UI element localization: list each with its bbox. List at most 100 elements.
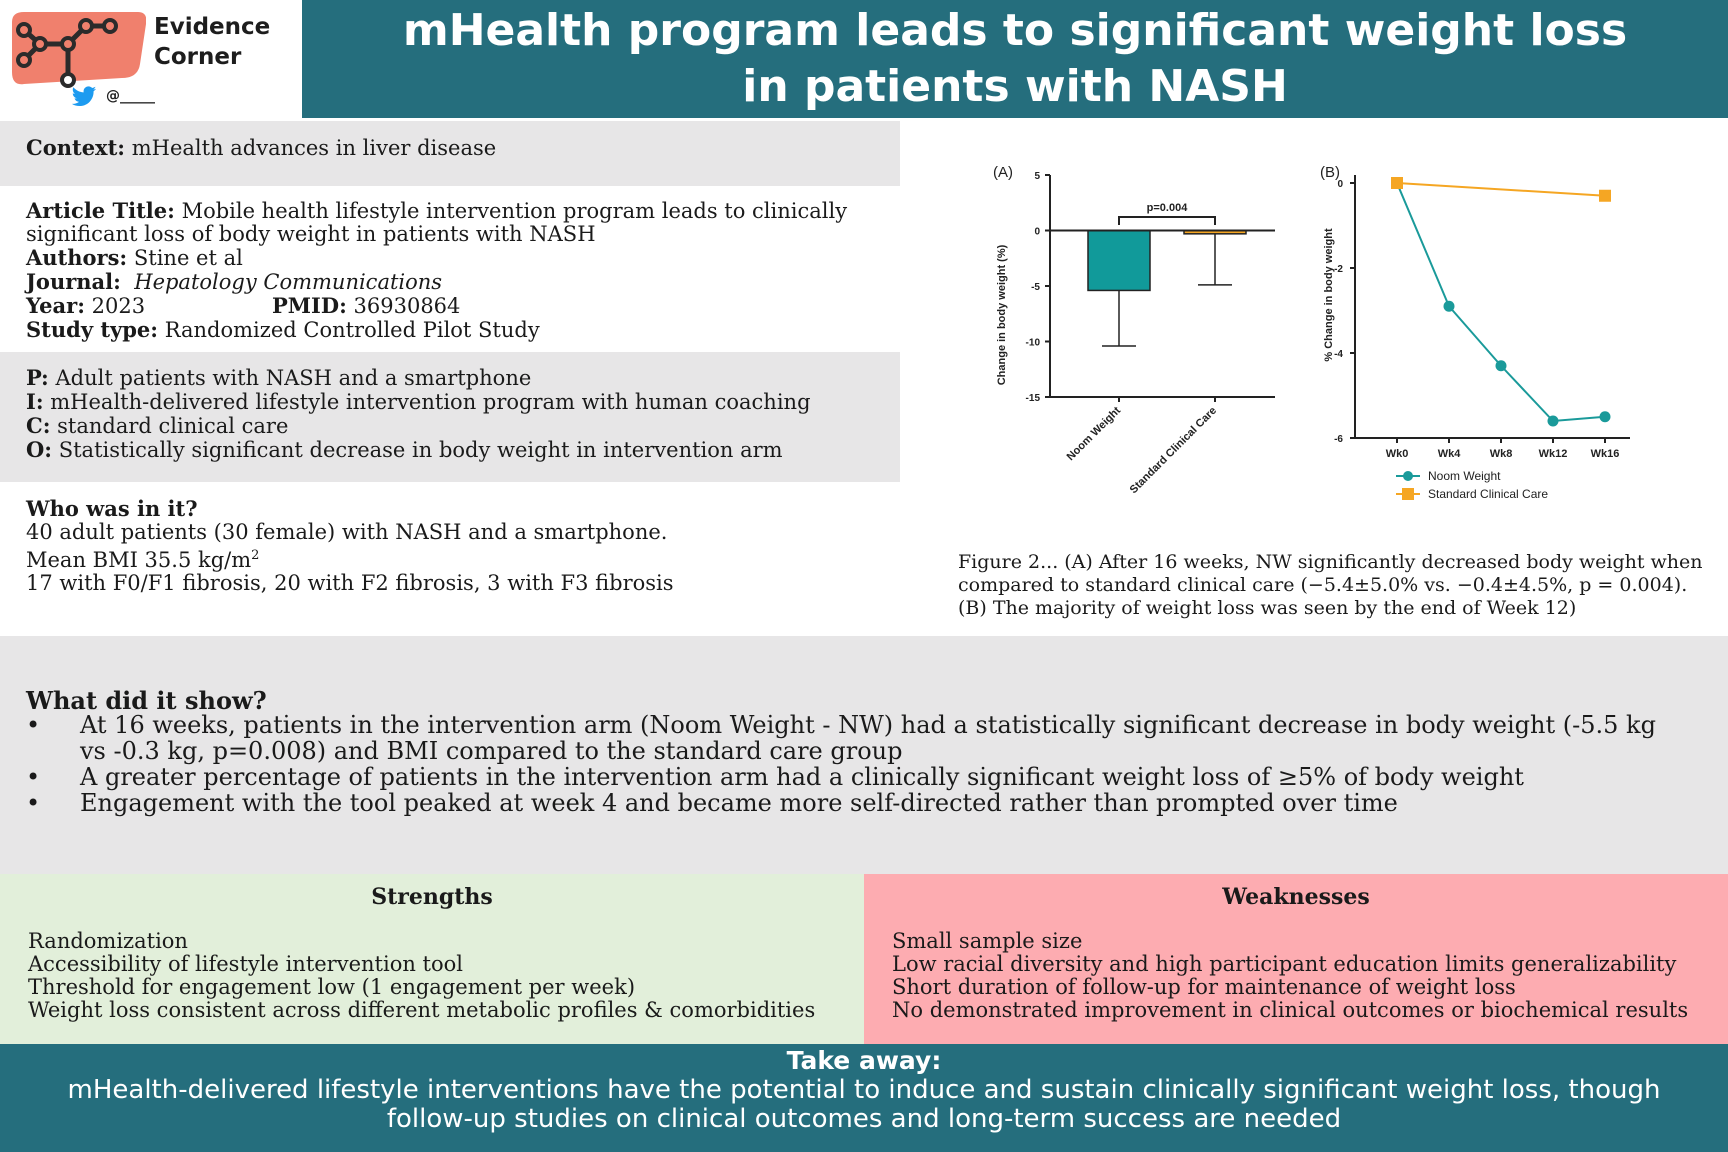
who-line-2-superscript: 2 [251, 548, 260, 563]
y-tick-label: 0 [1034, 227, 1040, 238]
article-title-value: Mobile health lifestyle intervention pro… [26, 199, 848, 246]
legend-label: Noom Weight [1428, 469, 1501, 483]
takeaway-band [0, 1044, 1728, 1152]
strengths-heading: Strengths [371, 884, 493, 910]
results-bullet-text: A greater percentage of patients in the … [80, 763, 1524, 791]
pico-i-value: mHealth-delivered lifestyle intervention… [50, 390, 811, 414]
bullet-icon: • [26, 711, 41, 739]
y-tick-label: -4 [1334, 349, 1343, 360]
context-value: mHealth advances in liver disease [131, 136, 497, 160]
results-band [0, 636, 1728, 874]
data-point [1547, 415, 1559, 427]
context-band [0, 121, 900, 186]
strengths-list: Randomization Accessibility of lifestyle… [28, 930, 858, 1022]
pmid-label: PMID: [272, 293, 347, 318]
title-line-2: in patients with NASH [742, 61, 1288, 112]
results-bullet: • At 16 weeks, patients in the intervent… [26, 712, 1686, 764]
strength-item: Randomization [28, 929, 188, 953]
y-tick-label: -15 [1026, 393, 1041, 404]
chart-a-plot: 5 0 -5 -10 -15 Noom Weight Standard Clinical C… [1026, 171, 1275, 496]
chart-a-panel-label: (A) [993, 164, 1013, 181]
pico-o-label: O: [26, 437, 53, 462]
y-tick-label: -6 [1334, 434, 1343, 445]
year-value: 2023 [91, 294, 146, 318]
x-tick-label: Wk16 [1591, 448, 1620, 460]
results-bullet-text: At 16 weeks, patients in the interventio… [80, 711, 1656, 765]
results-bullet: • Engagement with the tool peaked at wee… [26, 790, 1686, 816]
weaknesses-heading: Weaknesses [1222, 884, 1370, 910]
x-tick-label: Wk12 [1539, 448, 1568, 460]
legend-marker [1402, 488, 1414, 500]
strengths-panel [0, 874, 864, 1044]
legend-label: Standard Clinical Care [1428, 487, 1548, 501]
series-line [1396, 182, 1606, 197]
significance-label: p=0.004 [1147, 202, 1189, 214]
pico-p-value: Adult patients with NASH and a smartphon… [55, 366, 532, 390]
y-tick-label: 0 [1337, 179, 1343, 190]
journal-value: Hepatology Communications [134, 270, 443, 294]
pico-i-label: I: [26, 389, 44, 414]
results-heading: What did it show? [26, 686, 267, 715]
evidence-corner-logo-icon [12, 12, 146, 88]
y-tick-label: -2 [1334, 264, 1343, 275]
authors-value: Stine et al [133, 246, 243, 270]
study-type-value: Randomized Controlled Pilot Study [164, 318, 540, 342]
x-tick-label: Noom Weight [1065, 404, 1124, 463]
context-line: Context: mHealth advances in liver disea… [26, 136, 496, 160]
page-title: mHealth program leads to significant wei… [302, 0, 1728, 118]
logo-line-1: Evidence [154, 14, 271, 40]
logo-line-2: Corner [154, 44, 242, 70]
legend-marker [1403, 471, 1413, 481]
chart-b-ylabel: % Change in body weight [1323, 228, 1335, 362]
who-line-1: 40 adult patients (30 female) with NASH … [26, 520, 668, 544]
chart-b-panel-label: (B) [1320, 164, 1340, 181]
logo-wordmark: Evidence Corner [154, 12, 294, 72]
year-label: Year: [26, 293, 85, 318]
twitter-handle[interactable]: @_____ [106, 88, 155, 104]
y-tick-label: -5 [1031, 282, 1040, 293]
data-point [1599, 411, 1611, 423]
who-line-2: Mean BMI 35.5 kg/m [26, 548, 252, 572]
weakness-item: Small sample size [892, 929, 1083, 953]
authors-label: Authors: [26, 245, 128, 270]
pico-band [0, 352, 900, 482]
who-heading: Who was in it? [26, 496, 198, 521]
pico-p-label: P: [26, 365, 49, 390]
bullet-icon: • [26, 789, 41, 817]
data-point [1443, 300, 1455, 312]
results-bullet-text: Engagement with the tool peaked at week … [80, 789, 1398, 817]
weakness-item: No demonstrated improvement in clinical … [892, 998, 1689, 1022]
logo-area [0, 0, 302, 118]
study-type-label: Study type: [26, 317, 159, 342]
x-tick-label: Wk0 [1386, 448, 1409, 460]
chart-a-ylabel: Change in body weight (%) [996, 244, 1008, 385]
x-tick-label: Wk4 [1438, 448, 1462, 460]
bar [1087, 229, 1151, 292]
twitter-bird-icon [71, 86, 97, 107]
who-section: Who was in it? 40 adult patients (30 fem… [26, 497, 886, 595]
article-info: Article Title: Mobile health lifestyle i… [26, 199, 886, 342]
figure-caption: Figure 2... (A) After 16 weeks, NW signi… [958, 551, 1703, 619]
series-line [1396, 182, 1606, 423]
strength-item: Accessibility of lifestyle intervention … [28, 952, 463, 976]
x-tick-label: Standard Clinical Care [1128, 405, 1219, 496]
weakness-item: Low racial diversity and high participan… [892, 952, 1677, 976]
strength-item: Weight loss consistent across different … [28, 998, 816, 1022]
y-tick-label: 5 [1034, 171, 1040, 182]
chart-b-plot: 0 -2 -4 -6 Wk0 Wk4 Wk8 Wk12 Wk16 Noom Weight Stand… [1334, 175, 1630, 501]
data-point [1495, 360, 1507, 372]
pico-o-value: Statistically significant decrease in bo… [58, 438, 783, 462]
weaknesses-panel [864, 874, 1728, 1044]
takeaway-heading: Take away: [786, 1046, 942, 1075]
pmid-value: 36930864 [353, 294, 461, 318]
pico-c-label: C: [26, 413, 51, 438]
article-title-label: Article Title: [26, 198, 175, 223]
data-point [1599, 189, 1611, 202]
takeaway-text: mHealth-delivered lifestyle intervention… [67, 1075, 1661, 1134]
pico-list: P: Adult patients with NASH and a smartp… [26, 366, 896, 462]
weakness-item: Short duration of follow-up for maintena… [892, 975, 1516, 999]
chart-a: (A) Change in body weight (%) 5 0 -5 -10 -15… [993, 164, 1275, 496]
context-label: Context: [26, 135, 126, 160]
y-tick-label: -10 [1026, 338, 1041, 349]
x-tick-label: Wk8 [1490, 448, 1513, 460]
